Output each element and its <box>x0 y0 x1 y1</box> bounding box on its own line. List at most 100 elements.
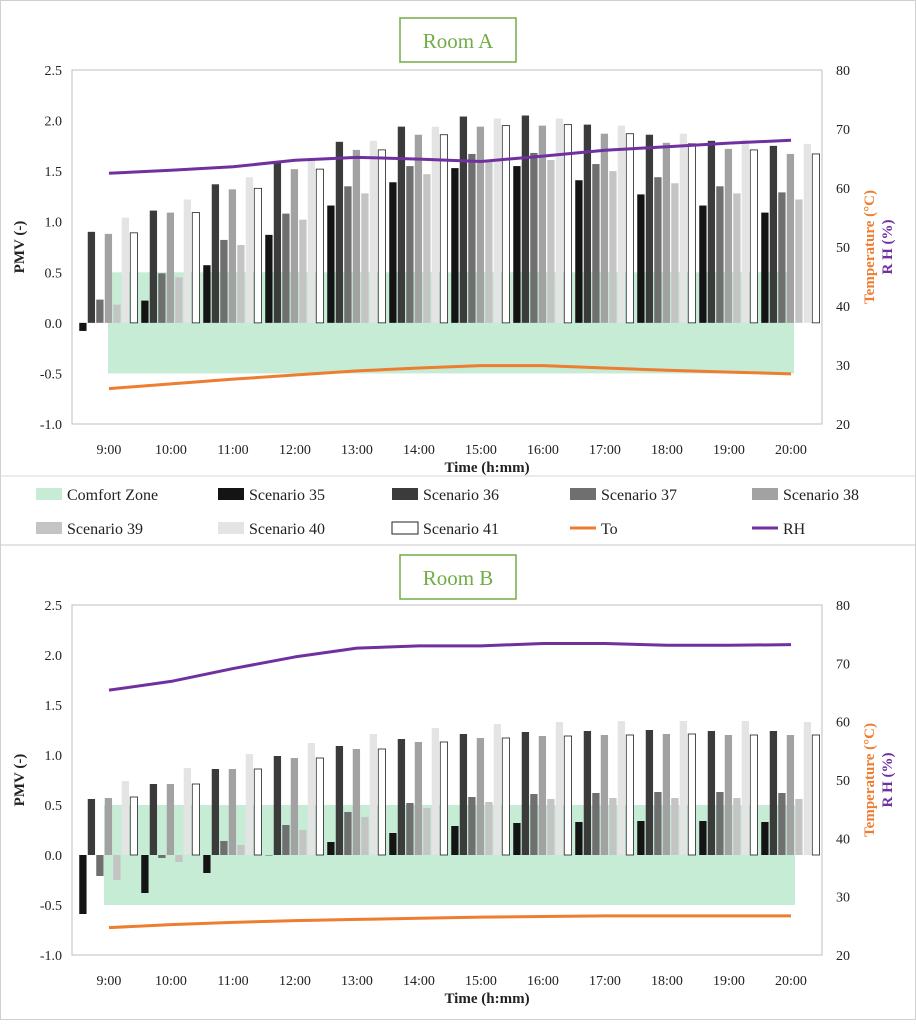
x-tick-label: 10:00 <box>155 443 187 458</box>
bar-s41-9 <box>688 144 695 323</box>
legend-swatch-s37 <box>570 488 596 500</box>
bar-s41-1 <box>192 213 199 323</box>
bar-s36-10 <box>708 731 715 855</box>
y-tick-label: 2.0 <box>45 649 63 664</box>
bar-s38-6 <box>477 738 484 855</box>
bar-s40-7 <box>556 722 563 855</box>
bar-s35-2 <box>203 855 210 873</box>
bar-s39-5 <box>423 808 430 855</box>
x-tick-label: 12:00 <box>279 974 311 989</box>
y-tick-label: -1.0 <box>40 418 62 433</box>
bar-s38-5 <box>415 135 422 323</box>
legend-swatch-s41 <box>392 522 418 534</box>
bar-s35-0 <box>79 855 86 914</box>
bar-s35-11 <box>761 822 768 855</box>
bar-s37-11 <box>778 793 785 855</box>
bar-s37-5 <box>406 166 413 323</box>
bar-s36-3 <box>274 162 281 323</box>
y-tick-label: 0.5 <box>45 266 63 281</box>
bar-s39-10 <box>733 798 740 855</box>
y2-tick-label: 80 <box>836 64 850 79</box>
bar-s37-7 <box>530 794 537 855</box>
bar-s36-11 <box>770 731 777 855</box>
bar-s36-8 <box>584 125 591 323</box>
bar-s36-2 <box>212 184 219 323</box>
bar-s37-3 <box>282 825 289 855</box>
y2-tick-label: 30 <box>836 359 850 374</box>
bar-s39-10 <box>733 193 740 322</box>
bar-s35-2 <box>203 265 210 323</box>
bar-s40-11 <box>804 722 811 855</box>
bar-s40-9 <box>680 134 687 323</box>
bar-s40-9 <box>680 721 687 855</box>
bar-s39-7 <box>547 160 554 323</box>
bar-s38-8 <box>601 735 608 855</box>
bar-s38-1 <box>167 784 174 855</box>
bar-s41-1 <box>192 784 199 855</box>
bar-s36-0 <box>88 799 95 855</box>
bar-s36-5 <box>398 127 405 323</box>
y2-axis-label-temperature: Temperature (°C) <box>862 190 878 304</box>
bar-s38-1 <box>167 213 174 323</box>
bar-s38-4 <box>353 749 360 855</box>
bar-s41-5 <box>440 135 447 323</box>
bar-s41-10 <box>750 735 757 855</box>
bar-s41-10 <box>750 150 757 323</box>
x-tick-label: 20:00 <box>775 974 807 989</box>
bar-s41-3 <box>316 169 323 323</box>
bar-s39-8 <box>609 798 616 855</box>
x-tick-label: 19:00 <box>713 443 745 458</box>
bar-s39-9 <box>671 183 678 323</box>
bar-s40-0 <box>122 218 129 323</box>
bar-s37-2 <box>220 841 227 855</box>
bar-s41-11 <box>812 154 819 323</box>
bar-s35-4 <box>327 206 334 323</box>
legend-label-comfort: Comfort Zone <box>67 487 158 504</box>
bar-s35-10 <box>699 206 706 323</box>
bar-s35-0 <box>79 323 86 331</box>
x-axis-label: Time (h:mm) <box>444 460 529 476</box>
x-tick-label: 15:00 <box>465 443 497 458</box>
y2-tick-label: 30 <box>836 891 850 906</box>
bar-s37-8 <box>592 793 599 855</box>
legend-label-s37: Scenario 37 <box>601 487 677 504</box>
legend-swatch-comfort <box>36 488 62 500</box>
bar-s37-4 <box>344 186 351 323</box>
bar-s41-6 <box>502 126 509 323</box>
y-tick-label: -1.0 <box>40 949 62 964</box>
bar-s40-3 <box>308 743 315 855</box>
bar-s38-3 <box>291 758 298 855</box>
x-tick-label: 14:00 <box>403 443 435 458</box>
legend-label-s41: Scenario 41 <box>423 521 499 538</box>
y2-tick-label: 60 <box>836 182 850 197</box>
x-tick-label: 18:00 <box>651 443 683 458</box>
bar-s40-1 <box>184 768 191 855</box>
x-tick-label: 14:00 <box>403 974 435 989</box>
bar-s40-10 <box>742 721 749 855</box>
bar-s37-6 <box>468 797 475 855</box>
legend-label-s38: Scenario 38 <box>783 487 859 504</box>
legend-label-s35: Scenario 35 <box>249 487 325 504</box>
legend-swatch-s39 <box>36 522 62 534</box>
bar-s36-0 <box>88 232 95 323</box>
y2-tick-label: 70 <box>836 123 850 138</box>
bar-s37-7 <box>530 153 537 323</box>
x-tick-label: 16:00 <box>527 974 559 989</box>
bar-s36-9 <box>646 730 653 855</box>
bar-s41-8 <box>626 134 633 323</box>
y-tick-label: 0.5 <box>45 799 63 814</box>
bar-s41-7 <box>564 736 571 855</box>
bar-s38-9 <box>663 143 670 323</box>
bar-s38-5 <box>415 742 422 855</box>
bar-s40-11 <box>804 144 811 323</box>
bar-s35-5 <box>389 833 396 855</box>
bar-s40-8 <box>618 721 625 855</box>
bar-s35-10 <box>699 821 706 855</box>
bar-s37-0 <box>96 855 103 876</box>
bar-s39-1 <box>175 277 182 323</box>
bar-s39-4 <box>361 193 368 322</box>
bar-s39-4 <box>361 817 368 855</box>
bar-s37-10 <box>716 186 723 323</box>
x-tick-label: 13:00 <box>341 443 373 458</box>
bar-s35-9 <box>637 194 644 322</box>
